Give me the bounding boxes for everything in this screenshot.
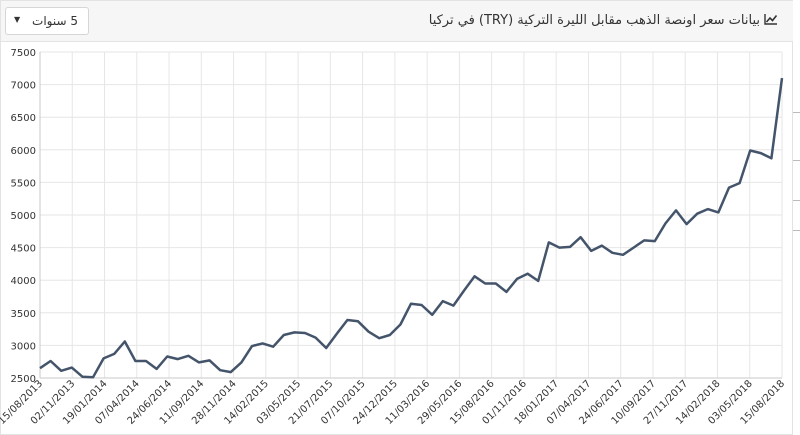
chart-title: بيانات سعر اونصة الذهب مقابل الليرة التر…: [429, 13, 778, 28]
y-tick-label: 3000: [11, 341, 36, 352]
y-tick-label: 7000: [11, 81, 36, 92]
y-tick-label: 2500: [11, 374, 36, 385]
y-tick-label: 4000: [11, 276, 36, 287]
edge-tick: [793, 200, 800, 201]
y-tick-label: 3500: [11, 309, 36, 320]
series-line: [39, 77, 784, 379]
y-axis-labels: 2500 3000 3500 4000 4500 5000 5500 6000 6500 7000…: [11, 48, 36, 385]
y-tick-label: 6500: [11, 113, 36, 124]
y-tick-label: 5500: [11, 178, 36, 189]
y-tick-label: 6000: [11, 146, 36, 157]
chart-header: ▼ 5 سنوات بيانات سعر اونصة الذهب مقابل ا…: [1, 1, 794, 42]
grid-lines: [39, 51, 783, 379]
right-edge-strip: [793, 0, 800, 435]
y-tick-label: 4500: [11, 244, 36, 255]
line-chart-icon: [764, 14, 778, 25]
period-select[interactable]: ▼ 5 سنوات: [5, 7, 89, 35]
caret-down-icon: ▼: [14, 15, 21, 24]
period-select-value: 5 سنوات: [32, 14, 78, 28]
chart-title-text: بيانات سعر اونصة الذهب مقابل الليرة التر…: [428, 13, 760, 28]
y-tick-label: 5000: [11, 211, 36, 222]
x-axis-labels: 15/08/201302/11/201319/01/201407/04/2014…: [0, 378, 787, 427]
edge-tick: [793, 230, 800, 231]
edge-tick: [793, 160, 800, 161]
edge-tick: [793, 112, 800, 113]
y-tick-label: 7500: [11, 48, 36, 59]
series-layer: [39, 77, 784, 379]
